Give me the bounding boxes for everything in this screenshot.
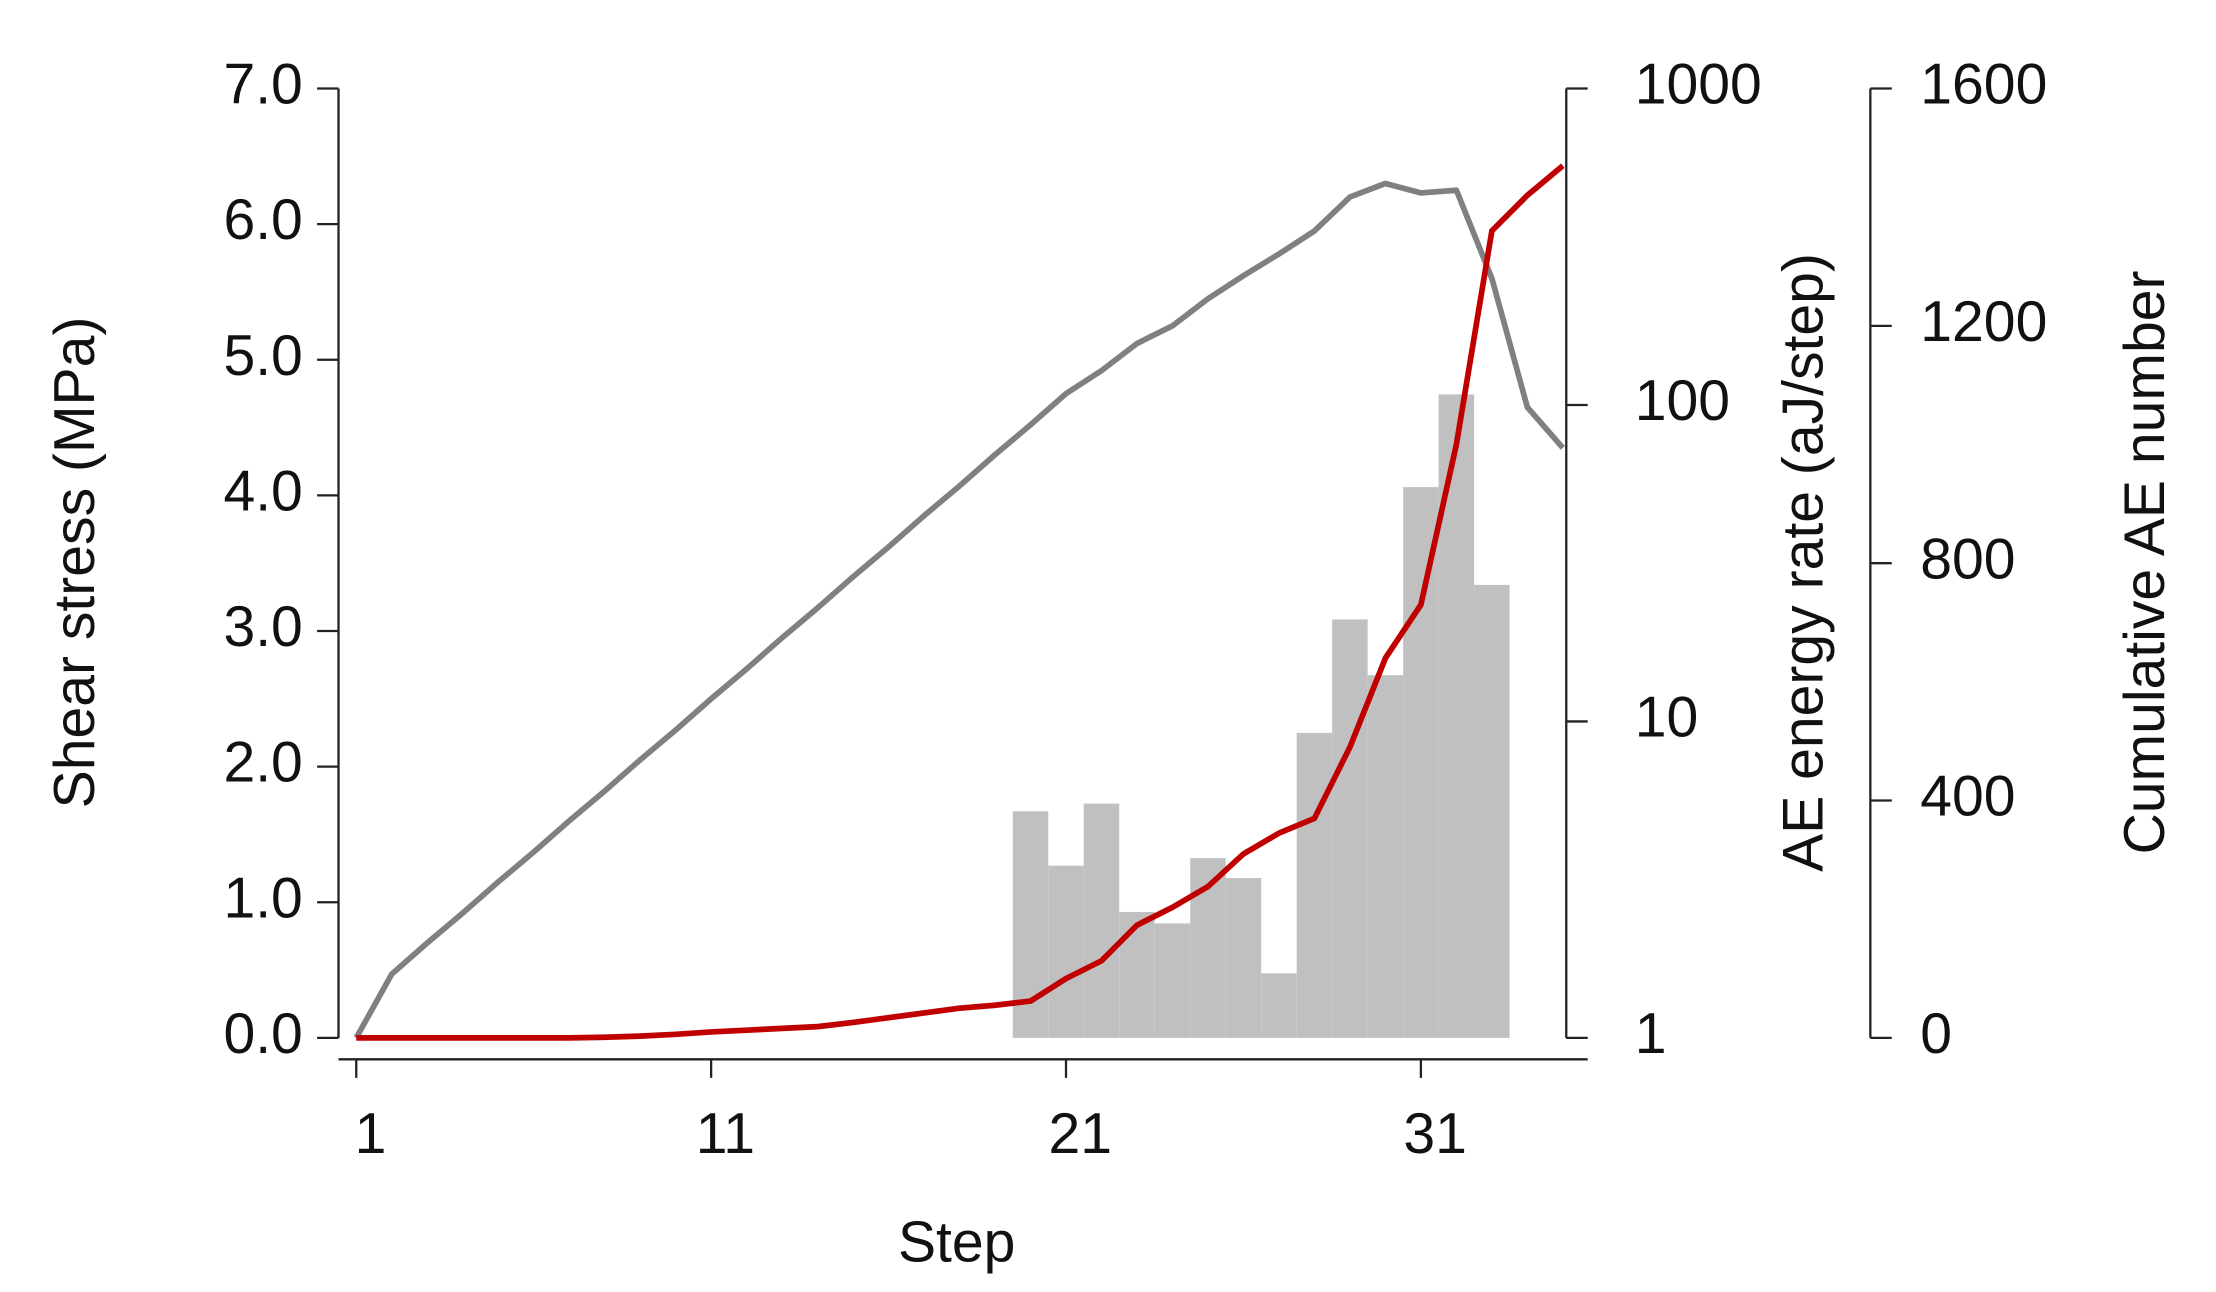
y2-tick-label: 10 — [1635, 686, 1699, 750]
x-tick-label: 1 — [355, 1102, 387, 1166]
y3-tick-label: 400 — [1920, 765, 2015, 829]
line — [353, 180, 1565, 1040]
x-tick-label: 31 — [1403, 1102, 1467, 1166]
bar — [1296, 732, 1333, 1038]
bar — [1154, 923, 1191, 1038]
y3-tick-label: 1600 — [1920, 53, 2047, 117]
y2-tick-label: 100 — [1635, 369, 1730, 433]
y-tick-label: 4.0 — [223, 459, 302, 523]
y-tick-label: 0.0 — [223, 1002, 302, 1066]
bar — [1261, 973, 1297, 1038]
y3-axis-title: Cumulative AE number — [2113, 271, 2177, 855]
bar — [1048, 865, 1084, 1038]
y-tick-label: 2.0 — [223, 731, 302, 795]
y2-tick-label: 1 — [1635, 1002, 1667, 1066]
bar — [1119, 911, 1155, 1038]
x-axis-title: Step — [898, 1210, 1015, 1274]
bar — [1332, 619, 1368, 1038]
bar — [1367, 675, 1404, 1038]
y3-tick-label: 800 — [1920, 527, 2015, 591]
y3-tick-label: 0 — [1920, 1002, 1952, 1066]
bar — [1474, 584, 1510, 1038]
bar — [1083, 803, 1120, 1038]
line — [356, 163, 1565, 1041]
y-tick-label: 7.0 — [223, 53, 302, 117]
x-tick-label: 11 — [696, 1102, 755, 1166]
x-tick-label: 21 — [1049, 1102, 1113, 1166]
y3-tick-label: 1200 — [1920, 290, 2047, 354]
bar — [1225, 878, 1262, 1038]
bar — [1403, 487, 1439, 1038]
y-tick-label: 6.0 — [223, 188, 302, 252]
y-tick-label: 1.0 — [223, 866, 302, 930]
y-tick-label: 3.0 — [223, 595, 302, 659]
y2-axis-title: AE energy rate (aJ/step) — [1772, 253, 1836, 872]
y-tick-label: 5.0 — [223, 324, 302, 388]
y-axis-title: Shear stress (MPa) — [43, 317, 107, 809]
y2-tick-label: 1000 — [1635, 53, 1762, 117]
